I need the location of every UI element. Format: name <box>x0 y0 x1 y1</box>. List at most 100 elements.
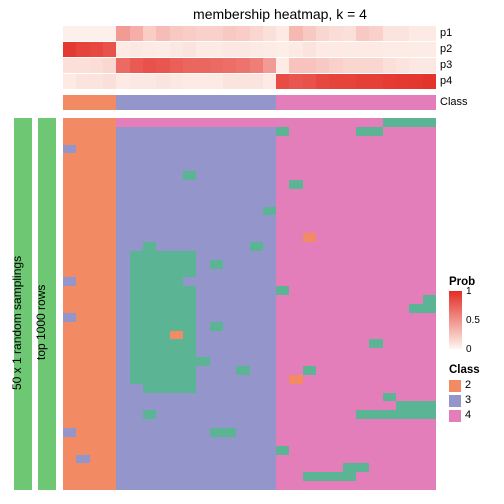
anno-cell <box>369 58 383 73</box>
anno-cell <box>409 42 423 57</box>
heat-cell <box>90 481 104 490</box>
anno-row-label: p1 <box>440 27 452 39</box>
anno-cell <box>356 58 370 73</box>
class-cell <box>143 95 157 110</box>
anno-cell <box>116 58 130 73</box>
class-cell <box>343 95 357 110</box>
anno-cell <box>170 42 184 57</box>
anno-cell <box>156 26 170 41</box>
anno-cell <box>303 74 317 89</box>
anno-row-label: Class <box>440 96 468 108</box>
anno-cell <box>130 42 144 57</box>
heat-cell <box>316 481 330 490</box>
anno-cell <box>356 74 370 89</box>
anno-cell <box>103 74 117 89</box>
anno-cell <box>276 58 290 73</box>
prob-colorbar <box>449 291 462 349</box>
heat-cell <box>183 481 197 490</box>
anno-cell <box>116 42 130 57</box>
anno-cell <box>103 58 117 73</box>
anno-cell <box>316 58 330 73</box>
sampling-band-label: 50 x 1 random samplings <box>10 256 24 390</box>
anno-cell <box>396 42 410 57</box>
anno-cell <box>409 26 423 41</box>
class-cell <box>63 95 77 110</box>
anno-cell <box>76 42 90 57</box>
prob-tick: 0.5 <box>466 315 480 326</box>
heat-cell <box>143 481 157 490</box>
anno-cell <box>383 74 397 89</box>
anno-cell <box>76 58 90 73</box>
class-cell <box>210 95 224 110</box>
anno-cell <box>183 58 197 73</box>
heat-cell <box>329 481 343 490</box>
anno-cell <box>90 58 104 73</box>
anno-cell <box>303 42 317 57</box>
anno-cell <box>396 26 410 41</box>
anno-cell <box>316 42 330 57</box>
anno-cell <box>116 74 130 89</box>
anno-cell <box>196 42 210 57</box>
anno-cell <box>356 26 370 41</box>
class-swatch <box>449 380 461 392</box>
anno-cell <box>223 58 237 73</box>
anno-cell <box>263 74 277 89</box>
class-swatch <box>449 395 461 407</box>
class-cell <box>250 95 264 110</box>
anno-cell <box>236 58 250 73</box>
class-cell <box>316 95 330 110</box>
anno-cell <box>236 74 250 89</box>
anno-cell <box>170 58 184 73</box>
anno-cell <box>263 42 277 57</box>
anno-cell <box>276 26 290 41</box>
class-legend-title: Class <box>449 364 480 376</box>
anno-cell <box>423 42 437 57</box>
anno-cell <box>130 74 144 89</box>
anno-cell <box>263 26 277 41</box>
anno-cell <box>170 26 184 41</box>
anno-cell <box>383 42 397 57</box>
class-cell <box>396 95 410 110</box>
class-cell <box>170 95 184 110</box>
anno-cell <box>250 74 264 89</box>
anno-cell <box>143 26 157 41</box>
heat-cell <box>130 481 144 490</box>
anno-cell <box>143 74 157 89</box>
heat-cell <box>250 481 264 490</box>
anno-cell <box>223 74 237 89</box>
anno-cell <box>103 26 117 41</box>
anno-cell <box>90 42 104 57</box>
heat-cell <box>196 481 210 490</box>
anno-row-label: p3 <box>440 59 452 71</box>
anno-cell <box>369 74 383 89</box>
anno-cell <box>63 42 77 57</box>
anno-cell <box>130 26 144 41</box>
heat-cell <box>263 481 277 490</box>
prob-tick: 1 <box>466 286 472 297</box>
anno-cell <box>156 58 170 73</box>
class-cell <box>423 95 437 110</box>
class-legend-label: 3 <box>465 394 471 406</box>
plot-title: membership heatmap, k = 4 <box>130 6 430 22</box>
class-cell <box>276 95 290 110</box>
anno-cell <box>289 58 303 73</box>
heat-cell <box>76 481 90 490</box>
anno-cell <box>276 74 290 89</box>
heat-cell <box>343 481 357 490</box>
anno-cell <box>210 74 224 89</box>
anno-cell <box>316 26 330 41</box>
heat-cell <box>223 481 237 490</box>
heat-cell <box>409 481 423 490</box>
anno-cell <box>90 74 104 89</box>
anno-row-label: p2 <box>440 43 452 55</box>
class-cell <box>329 95 343 110</box>
anno-cell <box>236 26 250 41</box>
anno-cell <box>289 74 303 89</box>
class-cell <box>303 95 317 110</box>
anno-cell <box>76 26 90 41</box>
anno-cell <box>303 58 317 73</box>
class-cell <box>196 95 210 110</box>
anno-cell <box>210 26 224 41</box>
anno-cell <box>316 74 330 89</box>
anno-cell <box>76 74 90 89</box>
